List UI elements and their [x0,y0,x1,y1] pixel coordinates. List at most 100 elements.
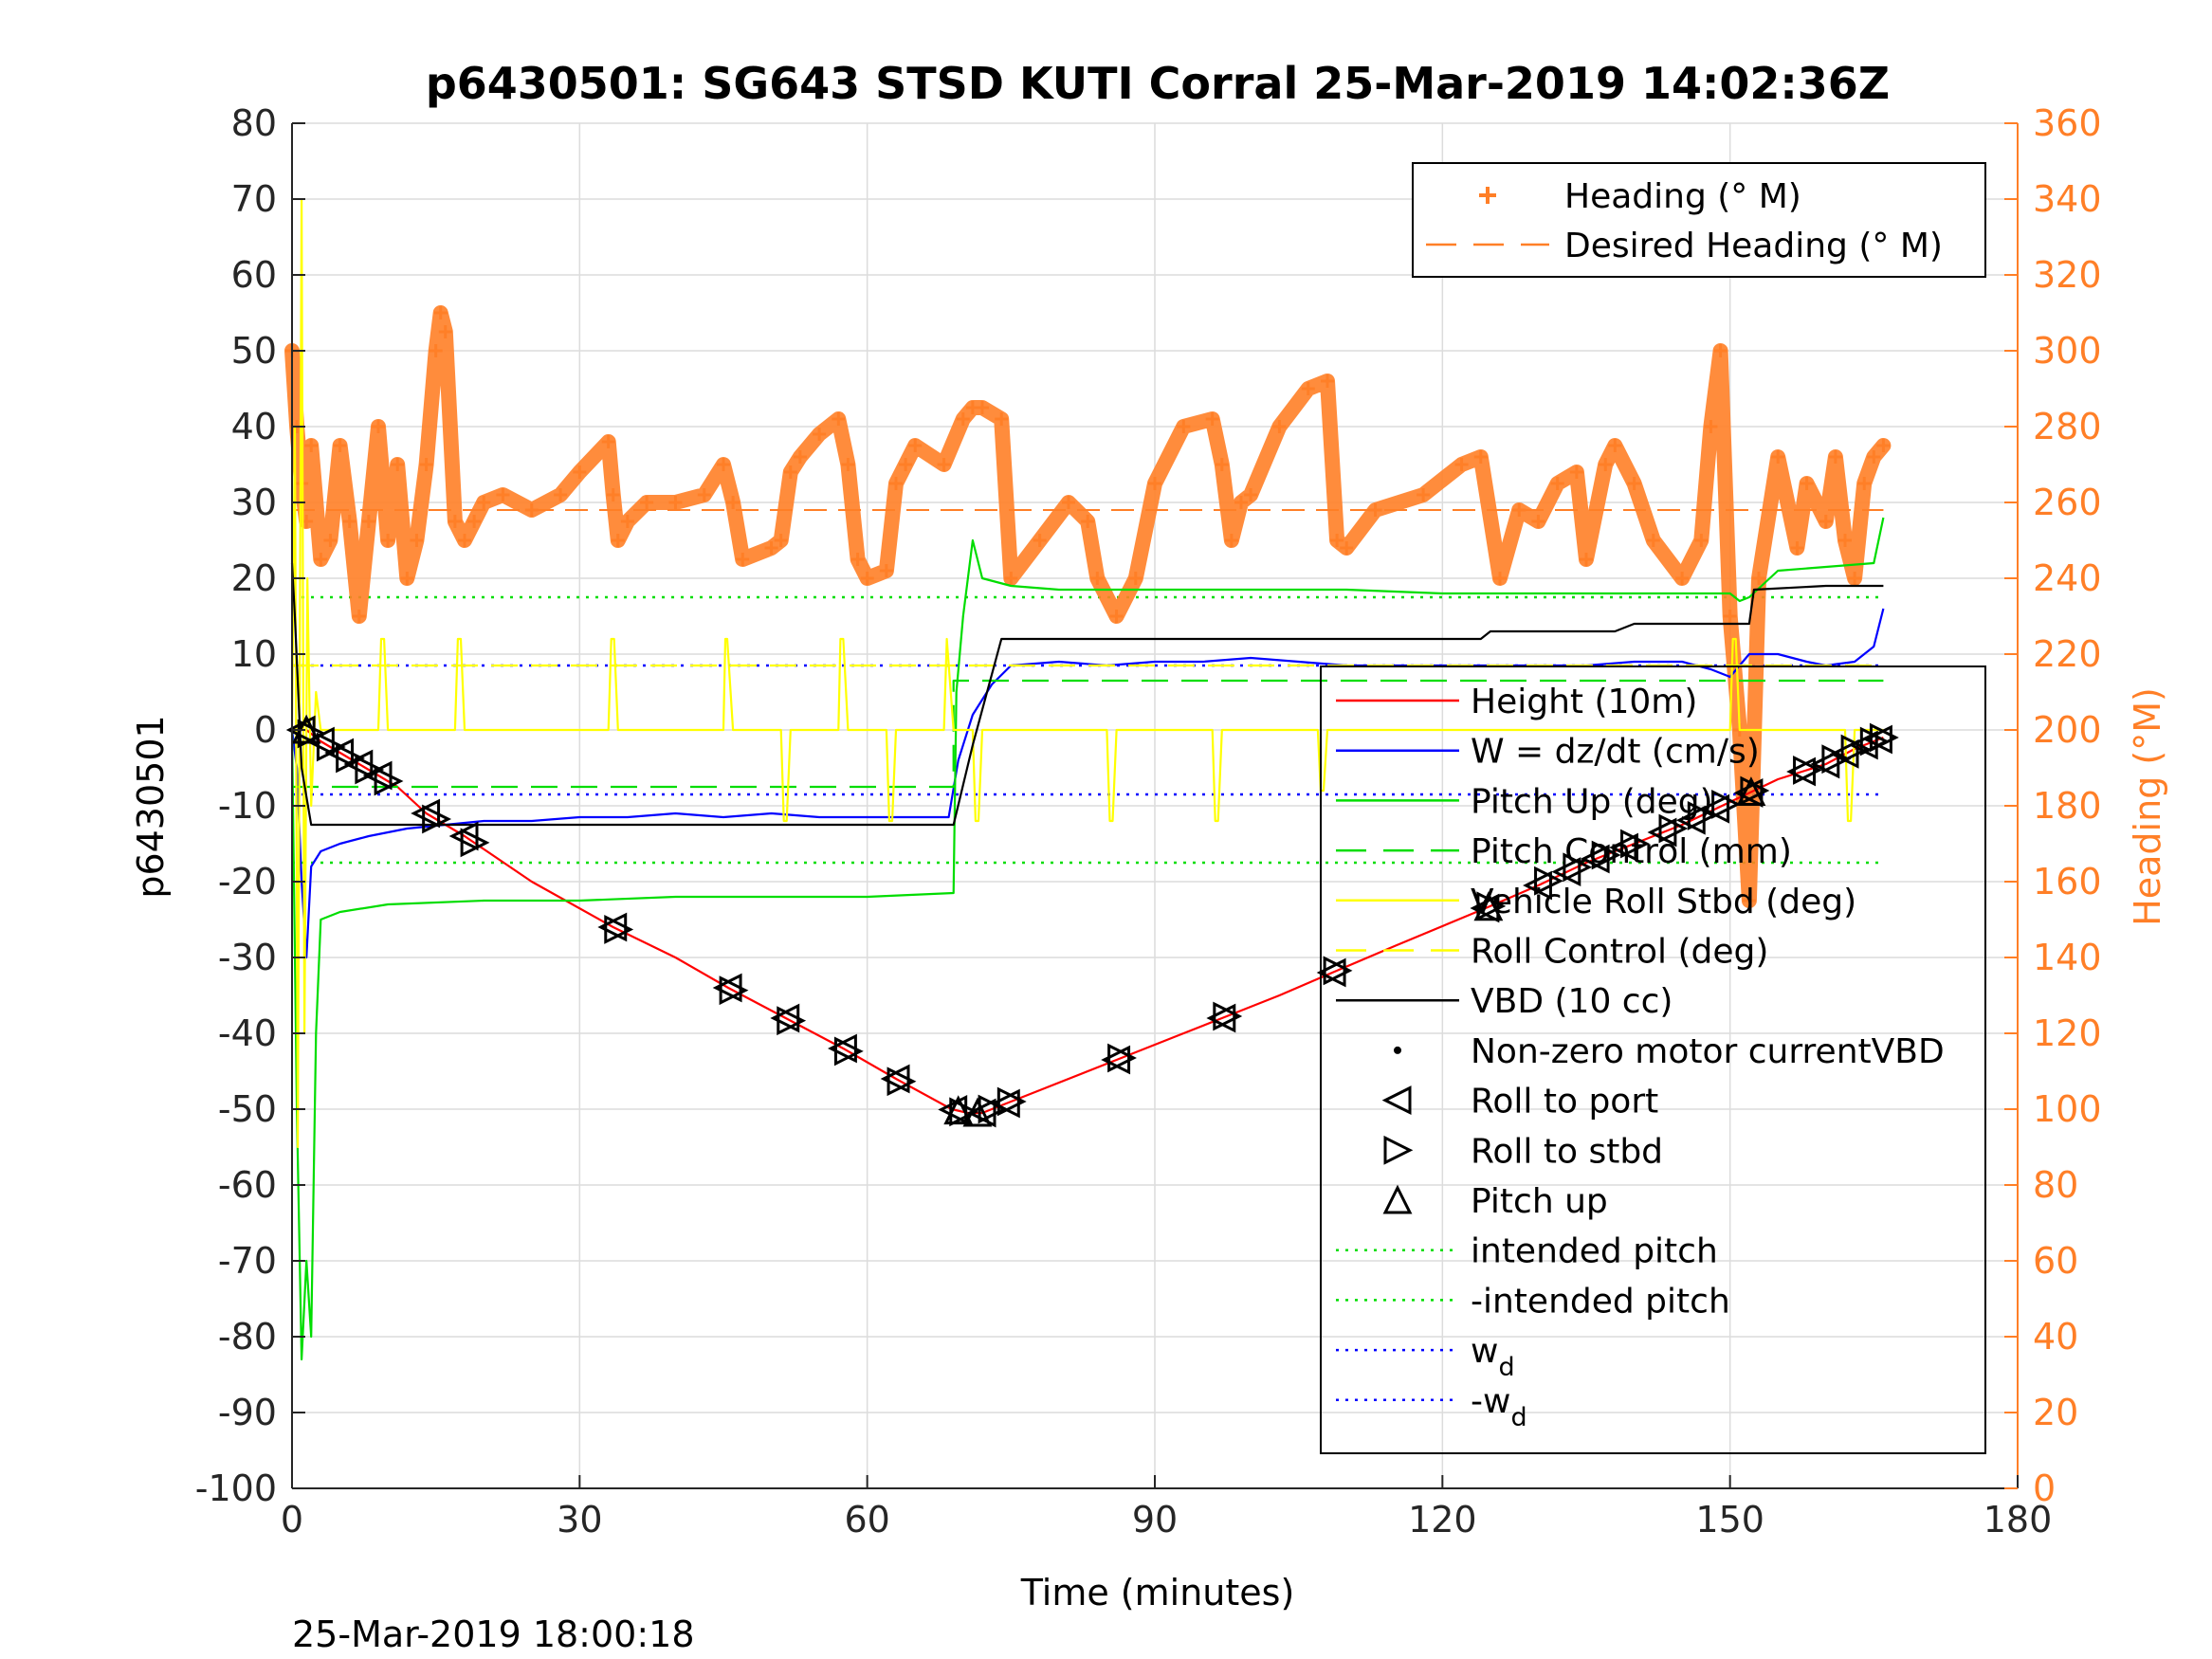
heading-point [1599,458,1613,471]
heading-point [1301,382,1315,395]
heading-point [976,401,989,414]
marker-roll-to-stbd [1323,956,1353,986]
heading-point [1454,458,1469,471]
heading-point [1867,450,1881,464]
y-left-tick-label: 50 [231,330,277,372]
heading-point [400,572,414,585]
heading-point [783,465,797,479]
heading-point [1646,534,1660,547]
heading-point [1205,412,1219,426]
heading-point [1321,374,1334,388]
marker-roll-to-stbd [336,743,366,774]
heading-point [1330,534,1344,547]
marker-roll-to-stbd [1869,722,1899,753]
marker-roll-to-stbd [604,915,634,944]
heading-point [372,420,385,433]
marker-roll-to-stbd [1591,840,1621,870]
marker-roll-to-stbd [1687,800,1717,830]
y-left-tick-label: 80 [231,102,277,144]
y-right-tick-label: 180 [2033,785,2102,827]
heading-point [774,534,788,547]
marker-roll-to-stbd [1620,829,1650,859]
heading-point [1062,496,1075,509]
heading-point [314,553,328,566]
heading-point [1473,450,1488,464]
heading-point [1569,465,1583,479]
y-left-tick-label: -100 [195,1468,277,1509]
heading-point [832,412,846,426]
legend-label: VBD (10 cc) [1471,982,1673,1021]
y-left-tick-label: 70 [231,178,277,220]
heading-point [1215,458,1229,471]
legend-label: W = dz/dt (cm/s) [1471,733,1760,772]
y-right-tick-label: 280 [2033,406,2102,447]
legend-label: intended pitch [1471,1232,1718,1271]
heading-point [1838,534,1852,547]
heading-point [611,534,625,547]
heading-point [573,465,587,479]
heading-point [879,564,893,577]
heading-point [860,572,874,585]
y-left-tick-label: -50 [218,1088,277,1130]
heading-point [1090,572,1105,585]
heading-point [1531,515,1545,528]
y-right-tick-label: 160 [2033,861,2102,902]
marker-pitch-up [943,1095,974,1125]
legend-label: Non-zero motor currentVBD [1471,1032,1945,1071]
series-line-pitch [292,679,1884,789]
heading-point [1234,496,1248,509]
marker-roll-to-port [448,821,479,851]
heading-point [438,325,452,338]
legend-label: Pitch Up (deg) [1471,782,1713,821]
marker-roll-to-stbd [355,755,385,785]
y-left-tick-label: 30 [231,482,277,523]
y-left-tick-label: 10 [231,633,277,675]
y-right-tick-label: 140 [2033,937,2102,978]
marker-roll-to-stbd [1213,1001,1243,1031]
marker-roll-to-stbd [833,1036,864,1066]
y-left-tick-label: -70 [218,1240,277,1282]
heading-point [554,488,568,501]
legend-main: Height (10m) W = dz/dt (cm/s) Pitch Up (de… [1320,665,1986,1454]
marker-roll-to-stbd [719,975,749,1006]
marker-roll-to-stbd [1793,755,1822,785]
y-left-tick-label: 40 [231,406,277,447]
heading-point [477,496,491,509]
heading-point [640,496,654,509]
heading-point [1004,572,1018,585]
y-right-tick-label: 240 [2033,557,2102,599]
heading-point [995,412,1009,426]
y-right-tick-label: 80 [2033,1164,2078,1206]
x-tick-label: 150 [1695,1499,1764,1540]
heading-point [956,412,970,426]
marker-roll-to-stbd [1534,866,1563,896]
y-axis-label-right: Heading (°M) [2127,687,2168,926]
legend-label: Desired Heading (° M) [1564,227,1943,265]
heading-point [496,488,510,501]
marker-roll-to-stbd [978,1094,1008,1124]
legend-label: Heading (° M) [1564,177,1801,216]
y-left-tick-label: -90 [218,1392,277,1433]
heading-point [601,435,615,448]
y-right-tick-label: 60 [2033,1240,2078,1282]
heading-point [381,534,395,547]
legend-top-box [1412,162,1986,278]
heading-point [697,488,711,501]
heading-point [937,458,951,471]
y-left-tick-label: -60 [218,1164,277,1206]
x-tick-label: 60 [844,1499,889,1540]
marker-roll-to-stbd [1711,789,1741,819]
legend-swatch [1383,1135,1414,1165]
marker-roll-to-stbd [887,1066,917,1097]
legend-swatch [1479,187,1496,204]
heading-point [1713,344,1728,357]
heading-point [1800,477,1814,490]
heading-point [850,553,865,566]
y-left-tick-label: -20 [218,861,277,902]
heading-point [1723,610,1737,623]
y-left-tick-label: -40 [218,1012,277,1054]
legend-heading: Heading (° M) Desired Heading (° M) [1412,162,1986,278]
heading-series [284,305,1892,908]
heading-point [1493,572,1507,585]
marker-roll-to-stbd [316,732,346,762]
